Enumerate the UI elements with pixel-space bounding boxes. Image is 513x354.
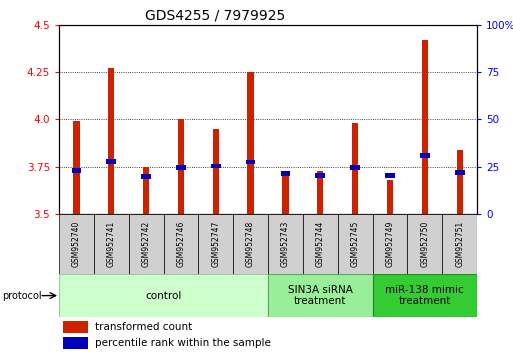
Bar: [71, 168, 81, 173]
Text: GSM952747: GSM952747: [211, 221, 220, 268]
Bar: [457, 150, 463, 214]
Bar: [108, 68, 114, 214]
Text: GSM952746: GSM952746: [176, 221, 185, 268]
Bar: [315, 173, 325, 178]
Bar: [73, 121, 80, 214]
Text: GSM952742: GSM952742: [142, 221, 151, 267]
Bar: [129, 214, 164, 274]
Bar: [63, 337, 88, 349]
Bar: [317, 171, 323, 214]
Bar: [141, 174, 151, 179]
Text: GDS4255 / 7979925: GDS4255 / 7979925: [145, 9, 286, 23]
Bar: [407, 214, 442, 274]
Bar: [422, 40, 428, 214]
Bar: [420, 153, 430, 158]
Text: GSM952750: GSM952750: [420, 221, 429, 268]
Bar: [164, 214, 199, 274]
Text: GSM952744: GSM952744: [316, 221, 325, 268]
Bar: [143, 167, 149, 214]
Bar: [94, 214, 129, 274]
Bar: [303, 214, 338, 274]
Bar: [281, 171, 290, 176]
Bar: [211, 164, 221, 168]
Text: protocol: protocol: [3, 291, 42, 301]
Bar: [282, 171, 289, 214]
Text: GSM952741: GSM952741: [107, 221, 116, 267]
Bar: [442, 214, 477, 274]
Text: GSM952740: GSM952740: [72, 221, 81, 268]
Text: transformed count: transformed count: [94, 322, 192, 332]
Bar: [106, 159, 116, 164]
Bar: [233, 214, 268, 274]
Bar: [178, 119, 184, 214]
Text: control: control: [145, 291, 182, 301]
Bar: [372, 274, 477, 317]
Text: GSM952745: GSM952745: [351, 221, 360, 268]
Bar: [199, 214, 233, 274]
Bar: [268, 274, 372, 317]
Bar: [246, 160, 255, 165]
Bar: [387, 180, 393, 214]
Text: percentile rank within the sample: percentile rank within the sample: [94, 338, 270, 348]
Text: miR-138 mimic
treatment: miR-138 mimic treatment: [385, 285, 464, 307]
Bar: [385, 173, 395, 178]
Text: GSM952748: GSM952748: [246, 221, 255, 267]
Bar: [268, 214, 303, 274]
Text: SIN3A siRNA
treatment: SIN3A siRNA treatment: [288, 285, 353, 307]
Bar: [63, 321, 88, 333]
Bar: [59, 274, 268, 317]
Bar: [352, 123, 358, 214]
Bar: [338, 214, 372, 274]
Bar: [176, 165, 186, 170]
Bar: [247, 72, 254, 214]
Bar: [213, 129, 219, 214]
Text: GSM952743: GSM952743: [281, 221, 290, 268]
Text: GSM952751: GSM952751: [455, 221, 464, 267]
Text: GSM952749: GSM952749: [385, 221, 394, 268]
Bar: [455, 170, 465, 175]
Bar: [350, 165, 360, 170]
Bar: [59, 214, 94, 274]
Bar: [372, 214, 407, 274]
